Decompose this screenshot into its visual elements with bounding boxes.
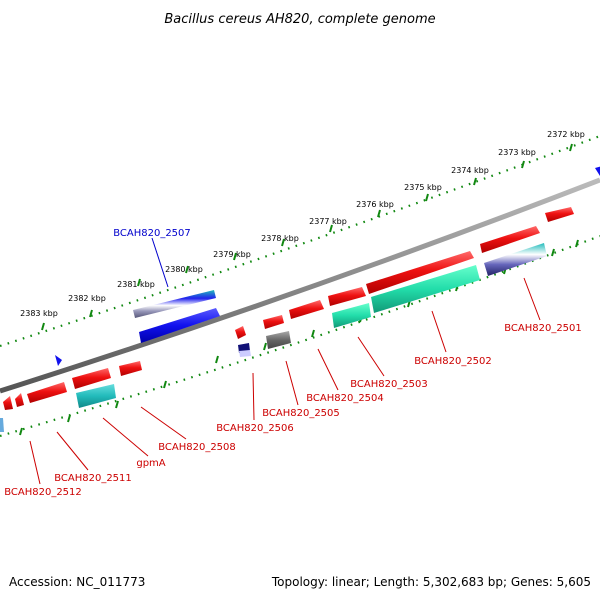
kbp-label: 2381 kbp — [117, 280, 155, 289]
gene-bcah820-2506-small-arrow[interactable] — [235, 326, 246, 339]
kbp-label: 2373 kbp — [498, 148, 536, 157]
gene-gpma-bar[interactable] — [76, 384, 116, 408]
kbp-label: 2378 kbp — [261, 234, 299, 243]
gene-bcah820-2508-arrow[interactable] — [119, 361, 142, 376]
forward-marker-icon[interactable] — [55, 355, 62, 366]
gene-bcah820-2506-bar[interactable] — [238, 343, 251, 357]
label-leader-lines — [29, 237, 541, 485]
gene-label-bcah820-2502[interactable]: BCAH820_2502 — [414, 356, 492, 367]
map-title: Bacillus cereus AH820, complete genome — [164, 12, 435, 27]
gene-bcah820-2503-arrow[interactable] — [366, 251, 474, 294]
inner-tick-ring — [0, 234, 600, 438]
kbp-label: 2379 kbp — [213, 250, 251, 259]
kbp-labels: 2372 kbp 2373 kbp 2374 kbp 2375 kbp 2376… — [20, 130, 585, 318]
gene-label-bcah820-2507[interactable]: BCAH820_2507 — [113, 228, 191, 239]
gene-bcah820-2506-arrow[interactable] — [263, 315, 284, 329]
kbp-label: 2374 kbp — [451, 166, 489, 175]
genome-backbone — [0, 177, 600, 394]
gene-bcah820-2505-bar[interactable] — [266, 331, 291, 349]
kbp-label: 2376 kbp — [356, 200, 394, 209]
gene-bcah820-2511-arrow[interactable] — [27, 382, 67, 403]
kbp-label: 2377 kbp — [309, 217, 347, 226]
gene-bcah820-2512-arrow[interactable] — [3, 393, 24, 410]
gene-label-gpma[interactable]: gpmA — [136, 458, 165, 469]
gene-label-bcah820-2505[interactable]: BCAH820_2505 — [262, 408, 340, 419]
accession-text: Accession: NC_011773 — [9, 575, 146, 589]
gene-label-bcah820-2511[interactable]: BCAH820_2511 — [54, 473, 132, 484]
gene-bcah820-2504-arrow[interactable] — [328, 287, 366, 306]
gene-gpma-arrow[interactable] — [72, 368, 111, 389]
kbp-label: 2375 kbp — [404, 183, 442, 192]
kbp-label: 2383 kbp — [20, 309, 58, 318]
topology-text: Topology: linear; Length: 5,302,683 bp; … — [271, 575, 591, 589]
gene-bcah820-2505-arrow[interactable] — [289, 300, 324, 319]
outer-major-ticks — [41, 143, 573, 331]
kbp-label: 2380 kbp — [165, 265, 203, 274]
gene-bcah820-2502-bar[interactable] — [371, 265, 480, 313]
gene-label-bcah820-2506[interactable]: BCAH820_2506 — [216, 423, 294, 434]
gene-bcah820-2502-arrow[interactable] — [480, 226, 540, 253]
kbp-label: 2372 kbp — [547, 130, 585, 139]
kbp-label: 2382 kbp — [68, 294, 106, 303]
gene-label-bcah820-2503[interactable]: BCAH820_2503 — [350, 379, 428, 390]
edge-feature[interactable] — [0, 418, 4, 432]
outer-tick-ring — [0, 134, 600, 348]
gene-label-bcah820-2508[interactable]: BCAH820_2508 — [158, 442, 236, 453]
forward-marker-icon[interactable] — [595, 166, 600, 176]
gene-label-bcah820-2512[interactable]: BCAH820_2512 — [4, 487, 82, 498]
gene-bcah820-2501-arrow[interactable] — [545, 207, 574, 222]
gene-label-bcah820-2501[interactable]: BCAH820_2501 — [504, 323, 582, 334]
gene-label-bcah820-2504[interactable]: BCAH820_2504 — [306, 393, 384, 404]
gene-bcah820-2503-bar[interactable] — [332, 303, 371, 328]
gene-bcah820-2507[interactable] — [133, 290, 220, 343]
gene-bcah820-2501-bar[interactable] — [484, 243, 547, 276]
